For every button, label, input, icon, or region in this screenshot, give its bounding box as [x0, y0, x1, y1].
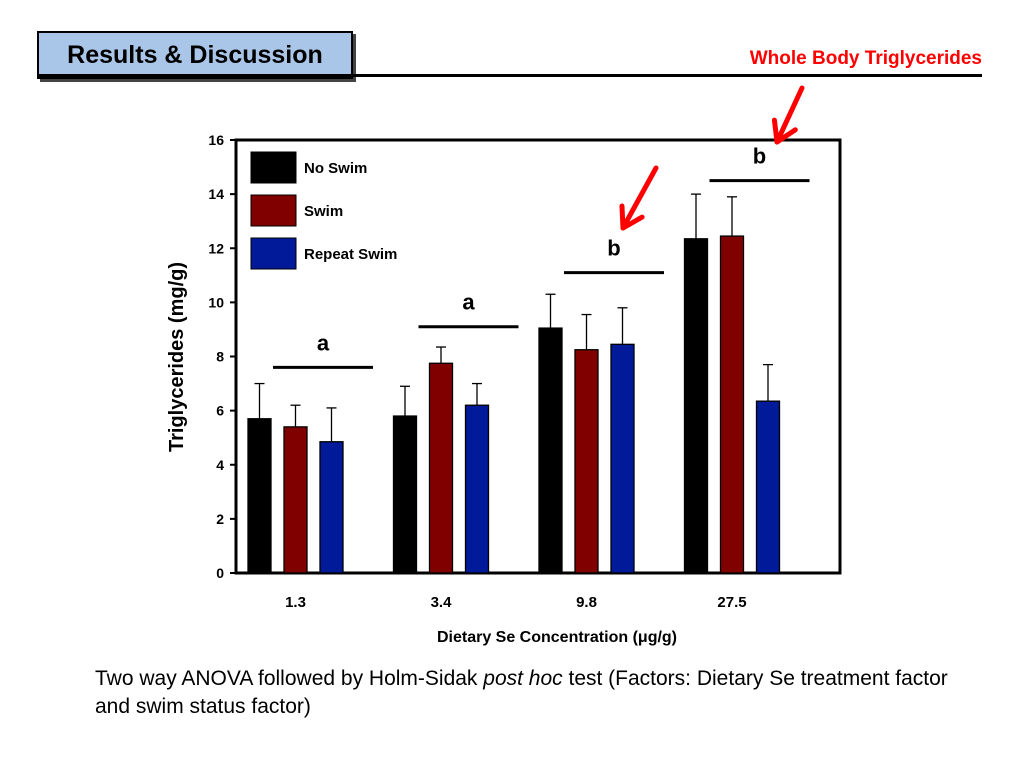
red-arrow-head [771, 117, 798, 145]
y-axis-label: Triglycerides (mg/g) [166, 262, 188, 452]
chart-bars [247, 193, 781, 574]
red-arrow [620, 165, 659, 231]
x-tick-label: 27.5 [717, 594, 746, 611]
chart-axes: 0 2 4 6 8 10 12 14 16 1.3 3.4 9.8 27.5 [208, 132, 842, 611]
red-arrow [774, 85, 805, 145]
significance-markers: a a b b [273, 144, 810, 369]
caption-text: Two way ANOVA followed by Holm-Sidak [95, 667, 484, 690]
bar-chart: 0 2 4 6 8 10 12 14 16 1.3 3.4 9.8 27.5 a a b b No Swim S… [166, 85, 842, 646]
legend-label: No Swim [304, 160, 367, 177]
red-arrow-head [619, 203, 645, 231]
caption-text-end: test (Factors: Dietary Se treatment fact… [95, 667, 948, 718]
bar-no-swim [538, 327, 563, 574]
bar-swim [283, 426, 308, 574]
bar-no-swim [683, 238, 709, 574]
significance-letter: a [317, 330, 330, 355]
significance-letter: b [753, 144, 766, 169]
figure-caption: Two way ANOVA followed by Holm-Sidak pos… [95, 665, 975, 721]
x-tick-label: 1.3 [285, 594, 306, 611]
y-tick-label: 8 [216, 349, 224, 365]
bar-swim [574, 349, 599, 574]
bar-no-swim [392, 415, 418, 574]
y-tick-label: 0 [216, 565, 224, 581]
bar-repeat-swim [755, 400, 781, 574]
chart-legend: No Swim Swim Repeat Swim [250, 151, 397, 270]
significance-letter: a [462, 290, 475, 315]
legend-swatch [250, 151, 297, 184]
bar-repeat-swim [464, 404, 490, 574]
chart-subtitle: Whole Body Triglycerides [749, 48, 982, 69]
significance-letter: b [607, 236, 620, 261]
y-tick-label: 14 [208, 186, 224, 202]
y-tick-label: 4 [216, 457, 224, 473]
x-axis-label: Dietary Se Concentration (μg/g) [437, 629, 677, 646]
legend-label: Swim [304, 203, 343, 220]
bar-no-swim [247, 418, 272, 574]
y-tick-label: 2 [216, 511, 224, 527]
caption-italic: post hoc [483, 667, 563, 690]
bar-repeat-swim [319, 441, 344, 574]
x-tick-label: 3.4 [431, 594, 453, 611]
legend-label: Repeat Swim [304, 246, 397, 263]
legend-swatch [250, 194, 297, 227]
x-tick-label: 9.8 [576, 594, 597, 611]
annotation-arrows [619, 85, 805, 231]
y-tick-label: 6 [216, 403, 224, 419]
y-tick-label: 10 [208, 294, 224, 310]
bar-repeat-swim [610, 343, 635, 574]
bar-swim [428, 362, 454, 574]
legend-swatch [250, 237, 297, 270]
slide-title: Results & Discussion [37, 31, 353, 79]
title-underline [37, 74, 982, 77]
y-tick-label: 16 [208, 132, 224, 148]
bar-swim [719, 235, 745, 574]
y-tick-label: 12 [208, 240, 224, 256]
